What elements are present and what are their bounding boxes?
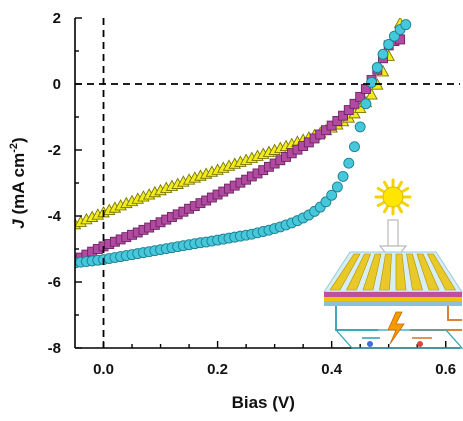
hole-dot [417,341,423,347]
data-point [337,170,349,182]
base-layer [324,301,462,306]
x-tick-label: 0.4 [321,361,343,378]
circuit-wire-left [335,306,378,331]
series-triangle [75,18,407,230]
y-tick-label: -6 [48,274,61,291]
electrode-stripe [346,253,371,291]
x-tick-label: 0.2 [207,361,228,378]
sun-ray [383,180,389,189]
data-point [343,157,355,169]
data-point [343,105,354,116]
sun-ray [397,205,403,214]
x-tick-label: 0.0 [93,361,114,378]
sun-ray [383,205,389,214]
data-point [338,110,349,121]
electron-dot [367,341,373,347]
y-tick-label: 0 [53,76,61,93]
electrode-stripe [362,253,382,291]
data-point [332,116,343,126]
x-tick-label: 0.6 [435,361,456,378]
circuit-wire-right [447,306,462,321]
data-point [400,19,412,31]
lightning-bolt-icon [387,311,405,345]
device-illustration [323,178,463,349]
electrode-stripe [379,253,392,291]
y-title-unit: (mA cm [9,153,28,219]
data-point [349,98,360,109]
y-tick-label: 2 [53,10,61,27]
data-point [331,181,343,193]
data-point [349,141,360,153]
y-tick-label: -8 [48,340,61,357]
sun-ray [376,201,385,207]
buffer-layer [324,297,462,301]
data-point [354,121,366,133]
data-point [366,76,378,88]
data-point [365,88,378,100]
electrode-stripe [329,253,361,291]
sun-ray [401,201,410,207]
circuit-base-outline [334,329,463,349]
y-tick-label: -2 [48,142,61,159]
sun-disc [382,186,404,208]
data-point [377,48,389,60]
y-title-close: ) [9,137,28,143]
electrode-stripe [416,253,440,291]
data-point [360,98,372,110]
sun-icon [374,178,412,216]
absorber-layer [324,292,462,297]
y-title-exponent: -2 [8,143,20,153]
sun-ray [401,187,410,193]
data-point [326,189,338,201]
sun-ray [397,180,403,189]
electrode-stripe [395,253,407,291]
y-axis-title: J (mA cm-2) [8,137,28,228]
x-axis-title: Bias (V) [232,393,295,412]
series-circle [75,19,412,269]
electrode-stripe [427,253,457,291]
light-arrow-shaft [387,219,399,247]
data-point [371,62,383,73]
y-tick-label: -4 [48,208,62,225]
sun-ray [376,187,385,193]
y-title-symbol: J [9,219,28,229]
data-point [383,38,395,50]
data-point [355,91,366,102]
electrode-stripe [406,253,423,291]
